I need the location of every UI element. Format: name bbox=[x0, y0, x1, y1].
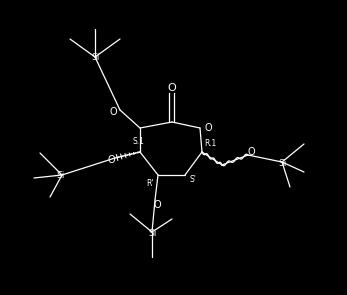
Text: O: O bbox=[168, 83, 176, 93]
Text: O: O bbox=[247, 147, 255, 157]
Text: S': S' bbox=[189, 176, 196, 184]
Text: Si: Si bbox=[149, 229, 157, 237]
Text: Si: Si bbox=[92, 53, 100, 63]
Text: S.1: S.1 bbox=[132, 137, 144, 147]
Text: R': R' bbox=[146, 178, 154, 188]
Text: Si: Si bbox=[279, 158, 287, 168]
Text: O: O bbox=[109, 107, 117, 117]
Text: O: O bbox=[153, 200, 161, 210]
Text: Si: Si bbox=[57, 171, 65, 181]
Text: O: O bbox=[107, 155, 115, 165]
Text: O: O bbox=[204, 123, 212, 133]
Text: R.1: R.1 bbox=[204, 140, 216, 148]
